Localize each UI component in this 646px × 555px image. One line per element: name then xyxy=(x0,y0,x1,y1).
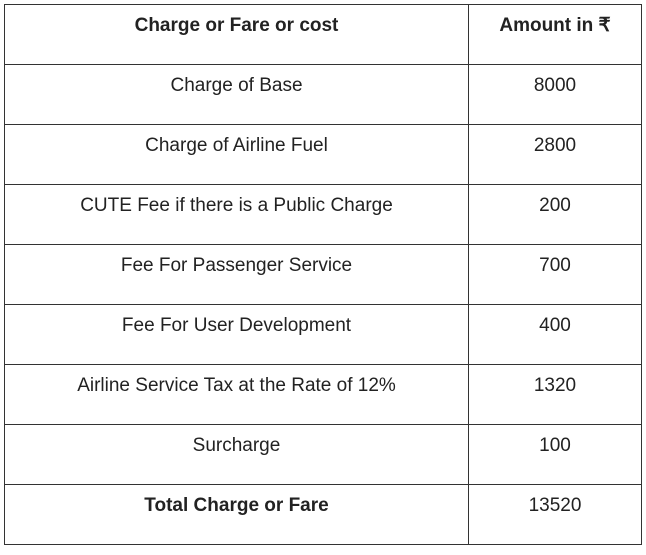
row-label: CUTE Fee if there is a Public Charge xyxy=(80,195,393,216)
table-row: CUTE Fee if there is a Public Charge 200 xyxy=(4,184,642,245)
table-header-row: Charge or Fare or cost Amount in ₹ xyxy=(4,4,642,65)
total-row: Total Charge or Fare 13520 xyxy=(4,484,642,545)
row-label: Charge of Base xyxy=(170,75,303,96)
total-amount: 13520 xyxy=(528,495,582,516)
column-header-item-label: Charge or Fare or cost xyxy=(134,15,339,36)
row-label: Fee For User Development xyxy=(121,315,352,336)
column-header-amount-label: Amount in ₹ xyxy=(499,15,611,36)
row-amount-cell: 1320 xyxy=(468,364,642,425)
row-amount-cell: 200 xyxy=(468,184,642,245)
row-label-cell: Airline Service Tax at the Rate of 12% xyxy=(4,364,469,425)
table-row: Fee For User Development 400 xyxy=(4,304,642,365)
row-label: Airline Service Tax at the Rate of 12% xyxy=(77,375,396,396)
row-amount-cell: 400 xyxy=(468,304,642,365)
row-label: Surcharge xyxy=(192,435,281,456)
table-row: Airline Service Tax at the Rate of 12% 1… xyxy=(4,364,642,425)
row-label-cell: Charge of Airline Fuel xyxy=(4,124,469,185)
row-amount-cell: 8000 xyxy=(468,64,642,125)
total-label: Total Charge or Fare xyxy=(144,495,329,516)
row-amount: 200 xyxy=(539,195,571,216)
fare-breakdown-table: Charge or Fare or cost Amount in ₹ Charg… xyxy=(4,4,642,545)
row-label-cell: Charge of Base xyxy=(4,64,469,125)
row-label: Fee For Passenger Service xyxy=(120,255,353,276)
table-row: Fee For Passenger Service 700 xyxy=(4,244,642,305)
row-label: Charge of Airline Fuel xyxy=(145,135,328,156)
row-amount-cell: 100 xyxy=(468,424,642,485)
table-row: Charge of Base 8000 xyxy=(4,64,642,125)
total-amount-cell: 13520 xyxy=(468,484,642,545)
row-label-cell: Fee For Passenger Service xyxy=(4,244,469,305)
row-amount: 8000 xyxy=(533,75,577,96)
row-amount-cell: 2800 xyxy=(468,124,642,185)
row-amount: 700 xyxy=(539,255,571,276)
row-amount: 2800 xyxy=(533,135,577,156)
row-label-cell: CUTE Fee if there is a Public Charge xyxy=(4,184,469,245)
row-amount: 1320 xyxy=(533,375,577,396)
column-header-amount: Amount in ₹ xyxy=(468,4,642,65)
fare-table-container: Charge or Fare or cost Amount in ₹ Charg… xyxy=(4,4,642,545)
row-amount: 400 xyxy=(539,315,571,336)
row-label-cell: Fee For User Development xyxy=(4,304,469,365)
row-label-cell: Surcharge xyxy=(4,424,469,485)
column-header-item: Charge or Fare or cost xyxy=(4,4,469,65)
table-row: Charge of Airline Fuel 2800 xyxy=(4,124,642,185)
row-amount-cell: 700 xyxy=(468,244,642,305)
total-label-cell: Total Charge or Fare xyxy=(4,484,469,545)
row-amount: 100 xyxy=(539,435,571,456)
table-row: Surcharge 100 xyxy=(4,424,642,485)
